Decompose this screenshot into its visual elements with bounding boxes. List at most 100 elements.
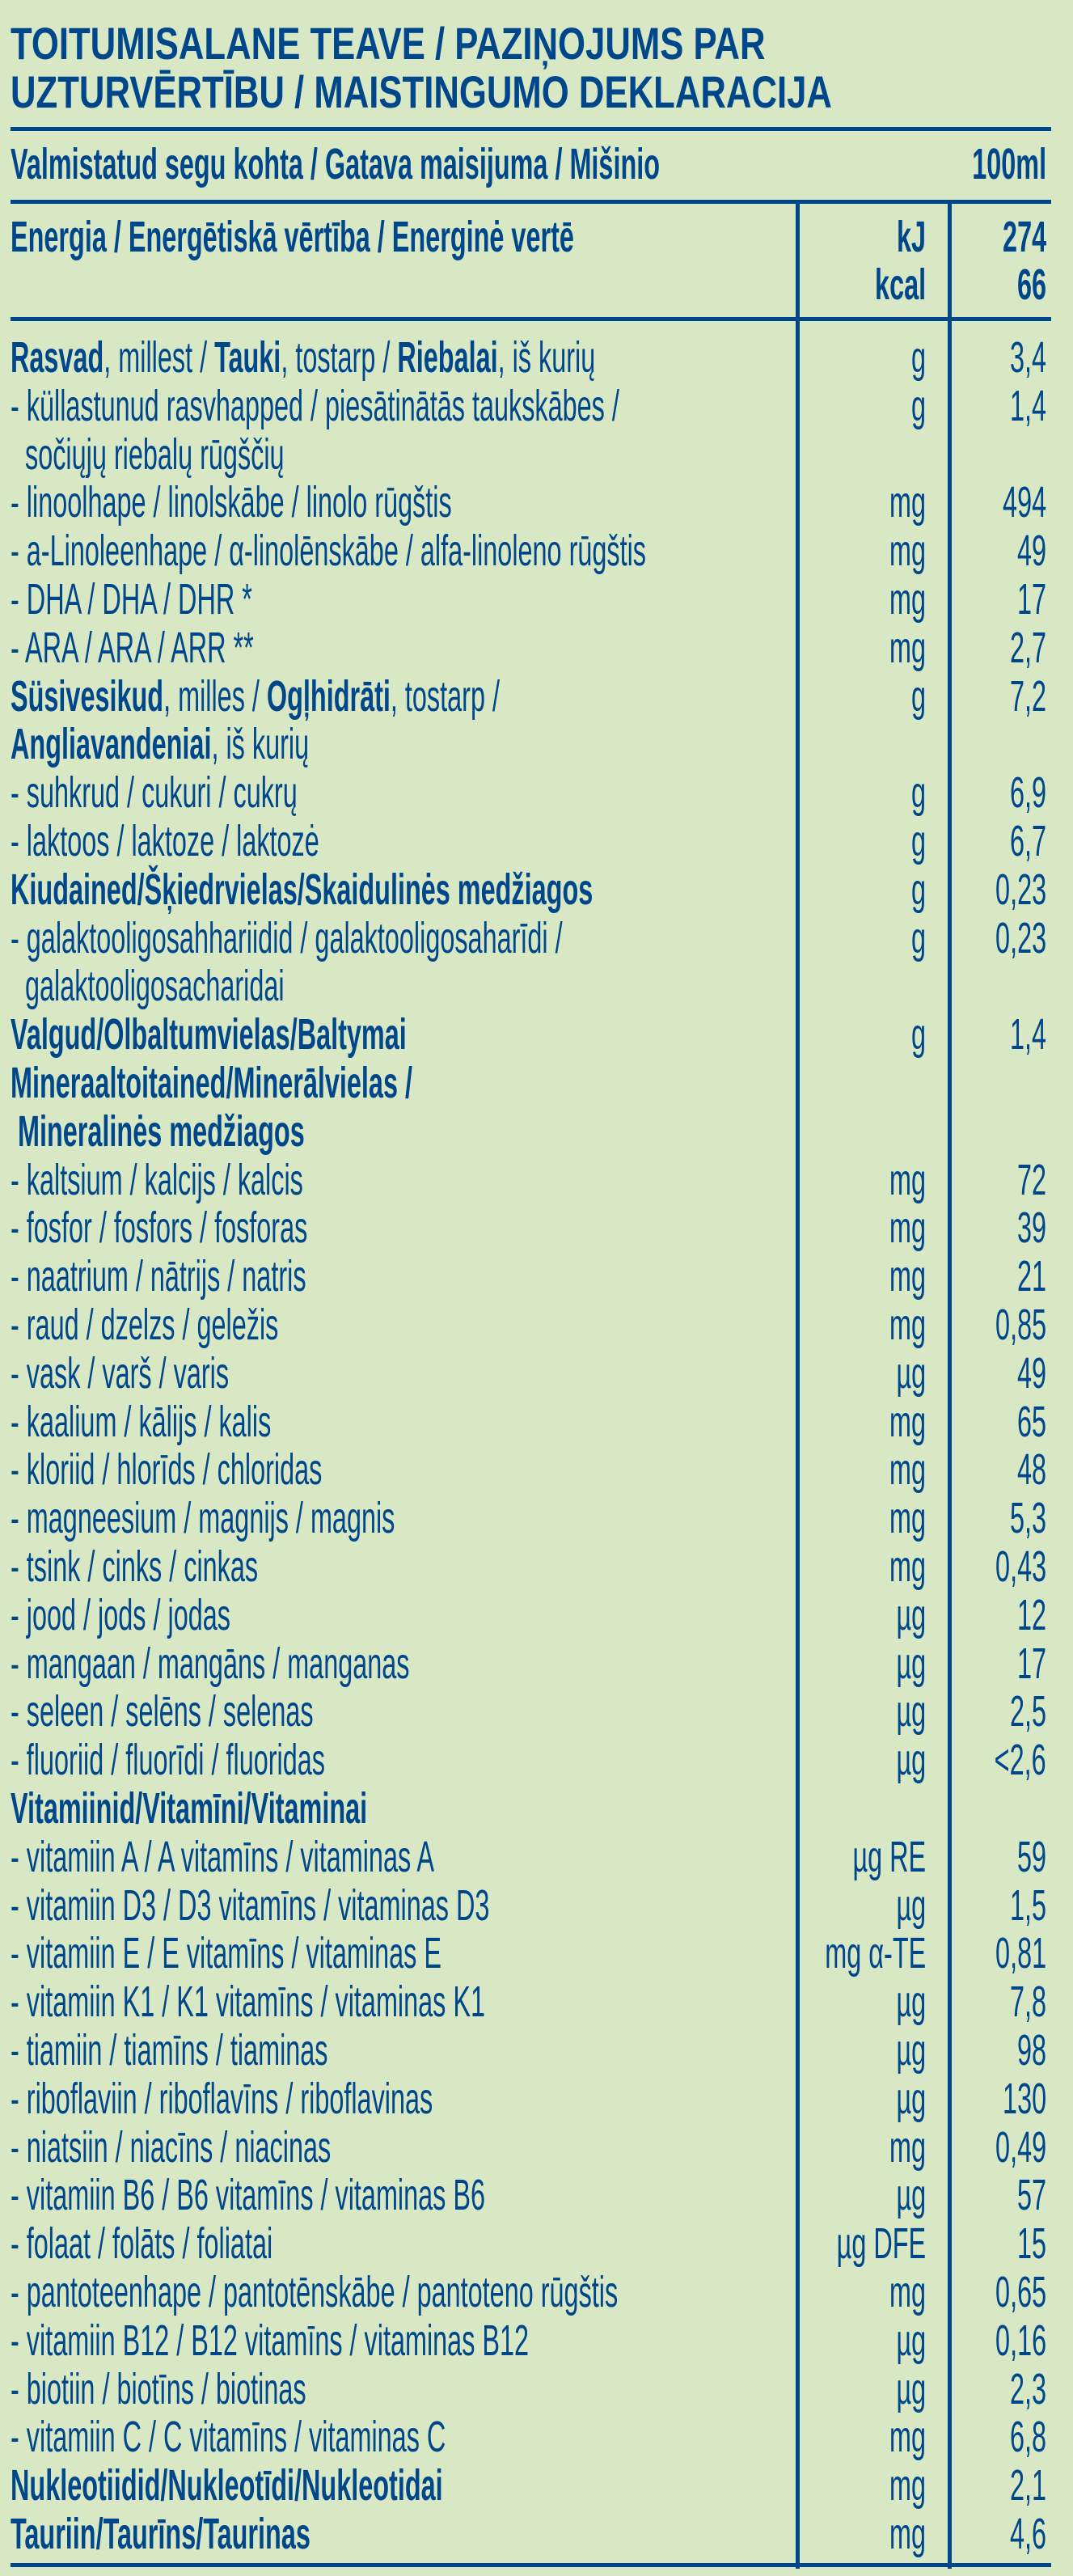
nutrient-unit-text: g	[910, 381, 926, 430]
title-line-2: UZTURVĒRTĪBU / MAISTINGUMO DEKLARACIJA	[11, 66, 832, 117]
nutrient-name: - biotiin / biotīns / biotinas	[11, 2364, 306, 2413]
nutrient-name-bold: Valgud/Olbaltumvielas/Baltymai	[11, 1010, 407, 1060]
nutrient-name: - tsink / cinks / cinkas	[11, 1542, 259, 1591]
nutrient-label: Nukleotiidid/Nukleotīdi/Nukleotidai	[11, 2461, 731, 2510]
nutrient-unit: mg	[865, 624, 926, 672]
nutrient-label-text: - tsink / cinks / cinkas	[11, 1542, 258, 1591]
nutrient-value-text: 0,23	[995, 865, 1046, 914]
nutrient-name: - vitamiin K1 / K1 vitamīns / vitaminas …	[11, 1977, 485, 2027]
nutrient-value: 0,81	[961, 1929, 1046, 1977]
nutrient-name: - vitamiin E / E vitamīns / vitaminas E	[11, 1929, 441, 1978]
column-divider	[796, 201, 800, 2569]
nutrient-unit: µg RE	[804, 1833, 926, 1881]
nutrient-label-text: - jood / jods / jodas	[11, 1591, 230, 1639]
nutrient-value-text: 0,49	[995, 2122, 1046, 2172]
nutrient-name: - mangaan / mangāns / manganas	[11, 1639, 410, 1688]
nutrient-value: 0,49	[961, 2123, 1046, 2172]
nutrient-unit-text: mg	[889, 527, 926, 576]
nutrient-value: 2,3	[986, 2365, 1046, 2413]
nutrient-label-text: - fluoriid / fluorīdi / fluoridas	[11, 1736, 325, 1784]
energy-label: Energia / Energētiskā vērtība / Energinė…	[11, 213, 949, 261]
nutrient-label: - riboflaviin / riboflavīns / riboflavin…	[11, 2075, 714, 2123]
nutrient-unit: mg α-TE	[758, 1929, 926, 1977]
nutrient-value: 0,85	[961, 1301, 1046, 1349]
nutrient-value: 48	[998, 1445, 1046, 1494]
nutrient-label: - kloriid / hlorīds / chloridas	[11, 1445, 530, 1494]
nutrient-name: - vitamiin D3 / D3 vitamīns / vitaminas …	[11, 1880, 490, 1930]
nutrient-label: - küllastunud rasvhapped / piesātinātās …	[11, 382, 1025, 430]
nutrient-name: - pantoteenhape / pantotēnskābe / pantot…	[11, 2268, 619, 2316]
nutrient-unit: µg	[877, 2075, 926, 2123]
nutrient-unit-text: mg	[889, 2268, 926, 2316]
nutrient-name: - galaktooligosahhariidid / galaktooligo…	[11, 913, 563, 962]
energy-value-text: 274	[1002, 213, 1046, 261]
nutrient-unit-text: mg	[889, 478, 926, 527]
nutrient-label-text: - vask / varš / varis	[11, 1349, 229, 1398]
nutrient-unit: µg	[877, 1349, 926, 1398]
nutrient-unit: mg	[865, 1301, 926, 1349]
nutrient-value-text: 2,7	[1009, 623, 1046, 672]
nutrient-name: - vitamiin B6 / B6 vitamīns / vitaminas …	[11, 2171, 485, 2220]
nutrient-label-text: - DHA / DHA / DHR *	[11, 575, 252, 624]
title-line-1: TOITUMISALANE TEAVE / PAZIŅOJUMS PAR	[11, 18, 766, 69]
nutrient-value-text: 59	[1016, 1832, 1046, 1881]
nutrient-value-text: 1,4	[1009, 1010, 1046, 1060]
nutrient-label-text: - linoolhape / linolskābe / linolo rūgšt…	[11, 478, 452, 527]
nutrient-unit-text: g	[910, 913, 926, 962]
nutrient-name: - raud / dzelzs / geležis	[11, 1301, 279, 1349]
nutrient-label: - jood / jods / jodas	[11, 1591, 377, 1639]
nutrient-label: - vitamiin B12 / B12 vitamīns / vitamina…	[11, 2316, 874, 2365]
nutrient-label: - folaat / folāts / foliatai	[11, 2219, 447, 2268]
nutrient-name-bold: Süsivesikud	[11, 671, 164, 721]
nutrient-value-text: 0,85	[995, 1301, 1046, 1349]
nutrient-label-text: galaktooligosacharidai	[11, 962, 285, 1010]
nutrient-label-text: Vitamiinid/Vitamīni/Vitaminai	[11, 1784, 367, 1833]
nutrient-value-text: 7,2	[1009, 671, 1046, 721]
nutrient-name-bold: Mineralinės medžiagos	[11, 1106, 305, 1156]
nutrient-name-bold: Kiudained/Šķiedrvielas/Skaidulinės medži…	[11, 865, 594, 914]
nutrient-unit-text: mg	[889, 1494, 926, 1543]
nutrient-name: - naatrium / nātrijs / natris	[11, 1252, 306, 1301]
serving-label-text: Valmistatud segu kohta / Gatava maisijum…	[11, 140, 661, 188]
nutrient-unit-text: mg α-TE	[825, 1929, 926, 1978]
nutrient-value-text: 49	[1016, 527, 1046, 576]
nutrient-label-text: - ARA / ARA / ARR **	[11, 624, 254, 672]
nutrient-value: 15	[998, 2219, 1046, 2268]
nutrient-value: 1,5	[986, 1881, 1046, 1930]
divider	[11, 2563, 1051, 2567]
nutrient-label-text: - küllastunud rasvhapped / piesātinātās …	[11, 382, 619, 430]
nutrient-value: 49	[998, 527, 1046, 575]
nutrient-unit: g	[902, 672, 926, 721]
nutrient-name: - riboflaviin / riboflavīns / riboflavin…	[11, 2074, 433, 2123]
nutrient-name: - a-Linoleenhape / α-linolēnskābe / alfa…	[11, 527, 647, 576]
nutrient-unit-text: mg	[889, 1301, 926, 1349]
nutrient-value: 130	[974, 2075, 1046, 2123]
nutrient-name: - vitamiin A / A vitamīns / vitaminas A	[11, 1832, 435, 1881]
nutrient-unit-text: µg	[896, 1977, 926, 2027]
nutrient-label: - tsink / cinks / cinkas	[11, 1542, 423, 1591]
nutrient-value-text: 48	[1016, 1445, 1046, 1495]
nutrient-unit-text: µg	[896, 1348, 926, 1398]
nutrient-value-text: 130	[1002, 2074, 1046, 2123]
nutrient-name: - jood / jods / jodas	[11, 1590, 230, 1639]
nutrient-label: Valgud/Olbaltumvielas/Baltymai	[11, 1010, 670, 1059]
nutrient-unit-text: µg	[896, 2364, 926, 2413]
nutrient-label: - vitamiin K1 / K1 vitamīns / vitaminas …	[11, 1977, 801, 2026]
energy-unit-kj: kJ	[877, 213, 926, 261]
nutrient-name: , iš kurių	[211, 720, 310, 769]
nutrient-label: - seleen / selēns / selenas	[11, 1687, 515, 1736]
nutrient-label: Süsivesikud, milles / Ogļhidrāti, tostar…	[11, 672, 826, 721]
nutrient-value-text: 1,5	[1009, 1880, 1046, 1930]
nutrient-unit-text: µg	[896, 2171, 926, 2220]
nutrient-name-bold: Mineraaltoitained/Minerālvielas /	[11, 1059, 412, 1107]
nutrient-unit: g	[902, 817, 926, 865]
nutrient-unit: mg	[865, 2123, 926, 2172]
nutrient-unit-text: g	[910, 671, 926, 721]
divider	[11, 317, 1051, 321]
nutrient-label-text: - kaltsium / kalcijs / kalcis	[11, 1156, 303, 1204]
nutrient-unit-text: mg	[889, 1252, 926, 1301]
nutrient-value: 21	[998, 1252, 1046, 1301]
nutrient-label-text: - kaalium / kālijs / kalis	[11, 1398, 271, 1446]
nutrient-value-text: 17	[1016, 575, 1046, 624]
nutrient-label: - vitamiin A / A vitamīns / vitaminas A	[11, 1833, 716, 1881]
